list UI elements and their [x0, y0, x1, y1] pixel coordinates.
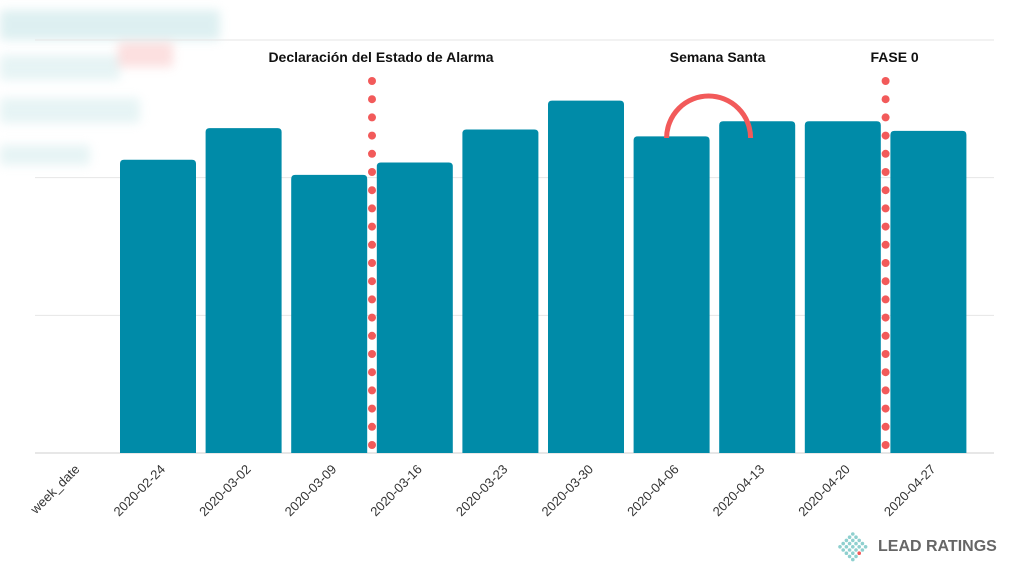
annotation-dot — [881, 386, 890, 395]
annotation-dot — [368, 404, 376, 413]
annotation-dot — [881, 368, 890, 377]
annotation-dot — [881, 404, 890, 413]
annotation-dot — [881, 113, 890, 122]
x-tick-label: 2020-04-06 — [624, 462, 682, 520]
annotation-dot — [881, 441, 890, 449]
annotation-dot — [368, 331, 376, 340]
x-tick-label: 2020-03-30 — [538, 462, 596, 520]
bar — [376, 162, 453, 454]
annotation-dot — [368, 113, 376, 122]
x-axis-label: week_date — [27, 462, 83, 518]
bar — [120, 159, 196, 453]
annotation-dot — [368, 350, 376, 358]
annotation-label: Declaración del Estado de Alarma — [268, 49, 493, 65]
annotation-dot — [881, 295, 890, 304]
blurred-legend — [0, 98, 140, 123]
annotation-dot — [368, 95, 376, 104]
blurred-legend — [118, 42, 173, 67]
annotation-label: Semana Santa — [670, 49, 766, 65]
bar — [548, 100, 624, 453]
bar — [804, 121, 881, 454]
annotation-dot — [881, 95, 890, 104]
annotation-dot — [368, 277, 376, 286]
blurred-legend — [0, 55, 120, 80]
annotation-dot — [881, 350, 890, 358]
blurred-legend — [0, 10, 220, 40]
blurred-legend — [0, 145, 90, 165]
annotation-dot — [368, 313, 376, 322]
annotation-arc — [664, 93, 754, 139]
bar — [890, 130, 967, 454]
annotation-dot — [881, 204, 890, 213]
annotation-dot — [881, 131, 890, 140]
annotation-dot — [881, 222, 890, 231]
logo-text: LEAD RATINGS — [878, 538, 997, 555]
x-tick-label: 2020-04-13 — [710, 462, 768, 520]
annotation-dot — [881, 240, 890, 249]
x-tick-label: 2020-03-09 — [282, 462, 340, 520]
annotation-dot — [881, 259, 890, 267]
annotation-dot — [368, 386, 376, 395]
annotation-dot — [881, 186, 890, 195]
bar — [205, 128, 282, 453]
annotation-dot — [368, 295, 376, 304]
lead-ratings-logo: LEAD RATINGS — [836, 530, 997, 564]
logo-diamond-icon — [838, 532, 868, 562]
x-tick-label: 2020-03-02 — [196, 462, 254, 520]
annotation-dot — [881, 331, 890, 340]
annotation-dot — [368, 240, 376, 249]
bar — [291, 174, 368, 453]
annotation-dot — [368, 168, 376, 176]
x-tick-label: 2020-04-20 — [795, 462, 853, 520]
annotation-dot — [881, 77, 890, 85]
annotation-dot — [368, 441, 376, 449]
bar — [633, 136, 710, 453]
x-tick-label: 2020-02-24 — [110, 462, 168, 520]
annotation-dot — [368, 149, 376, 158]
annotation-dot — [881, 313, 890, 322]
bar — [462, 129, 539, 453]
annotation-label: FASE 0 — [870, 49, 918, 65]
annotation-dot — [368, 422, 376, 431]
annotation-dot — [368, 77, 376, 85]
annotation-dot — [368, 368, 376, 377]
bar — [719, 121, 796, 454]
annotation-dot — [881, 277, 890, 286]
annotation-dot — [368, 131, 376, 140]
annotation-dot — [368, 259, 376, 267]
x-tick-label: 2020-04-27 — [881, 462, 939, 520]
annotation-dot — [368, 204, 376, 213]
annotation-dot — [368, 186, 376, 195]
annotation-dot — [368, 222, 376, 231]
annotation-dot — [881, 149, 890, 158]
x-tick-label: 2020-03-23 — [453, 462, 511, 520]
annotation-dot — [881, 168, 890, 176]
annotation-dot — [881, 422, 890, 431]
x-tick-label: 2020-03-16 — [367, 462, 425, 520]
